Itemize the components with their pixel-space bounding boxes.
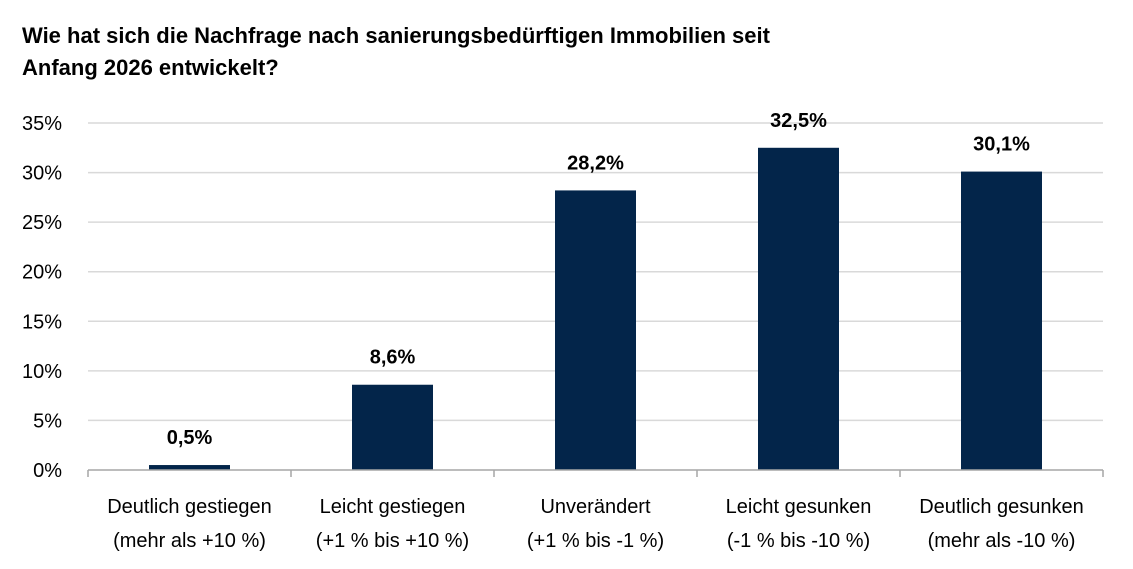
x-category-sublabel: (-1 % bis -10 %) (727, 530, 870, 552)
y-tick-label: 20% (22, 262, 62, 284)
bar (149, 465, 230, 470)
bars (149, 147, 1042, 471)
data-label: 30,1% (973, 134, 1030, 156)
data-label: 0,5% (167, 427, 213, 449)
x-category-sublabel: (mehr als +10 %) (113, 530, 266, 552)
y-tick-label: 25% (22, 212, 62, 234)
chart-title: Wie hat sich die Nachfrage nach sanierun… (22, 20, 922, 84)
x-category-label: Leicht gestiegen (320, 496, 466, 518)
y-tick-label: 5% (33, 410, 62, 432)
y-tick-label: 0% (33, 460, 62, 482)
x-category-label: Leicht gesunken (726, 496, 872, 518)
bar (961, 171, 1042, 470)
x-category-sublabel: (mehr als -10 %) (928, 530, 1076, 552)
x-axis-category-labels: Deutlich gestiegen (mehr als +10 %) Leicht… (107, 496, 1084, 552)
y-tick-label: 30% (22, 163, 62, 185)
chart-title-line-2: Anfang 2026 entwickelt? (22, 55, 279, 80)
y-tick-label: 35% (22, 113, 62, 135)
x-category-label: Unverändert (540, 496, 651, 518)
x-category-sublabel: (+1 % bis -1 %) (527, 530, 664, 552)
data-labels: 0,5% 8,6% 28,2% 32,5% 30,1% (167, 110, 1030, 449)
x-category-label: Deutlich gesunken (919, 496, 1084, 518)
data-label: 32,5% (770, 110, 827, 132)
bar (352, 384, 433, 470)
data-label: 28,2% (567, 152, 624, 174)
bar (555, 190, 636, 470)
y-tick-label: 10% (22, 361, 62, 383)
x-category-label: Deutlich gestiegen (107, 496, 272, 518)
x-category-sublabel: (+1 % bis +10 %) (316, 530, 469, 552)
data-label: 8,6% (370, 347, 416, 369)
y-axis-tick-labels: 0% 5% 10% 15% 20% 25% 30% 35% (22, 113, 62, 482)
x-axis (87, 469, 1104, 477)
bar (758, 147, 839, 471)
chart-title-line-1: Wie hat sich die Nachfrage nach sanierun… (22, 23, 770, 48)
y-tick-label: 15% (22, 311, 62, 333)
